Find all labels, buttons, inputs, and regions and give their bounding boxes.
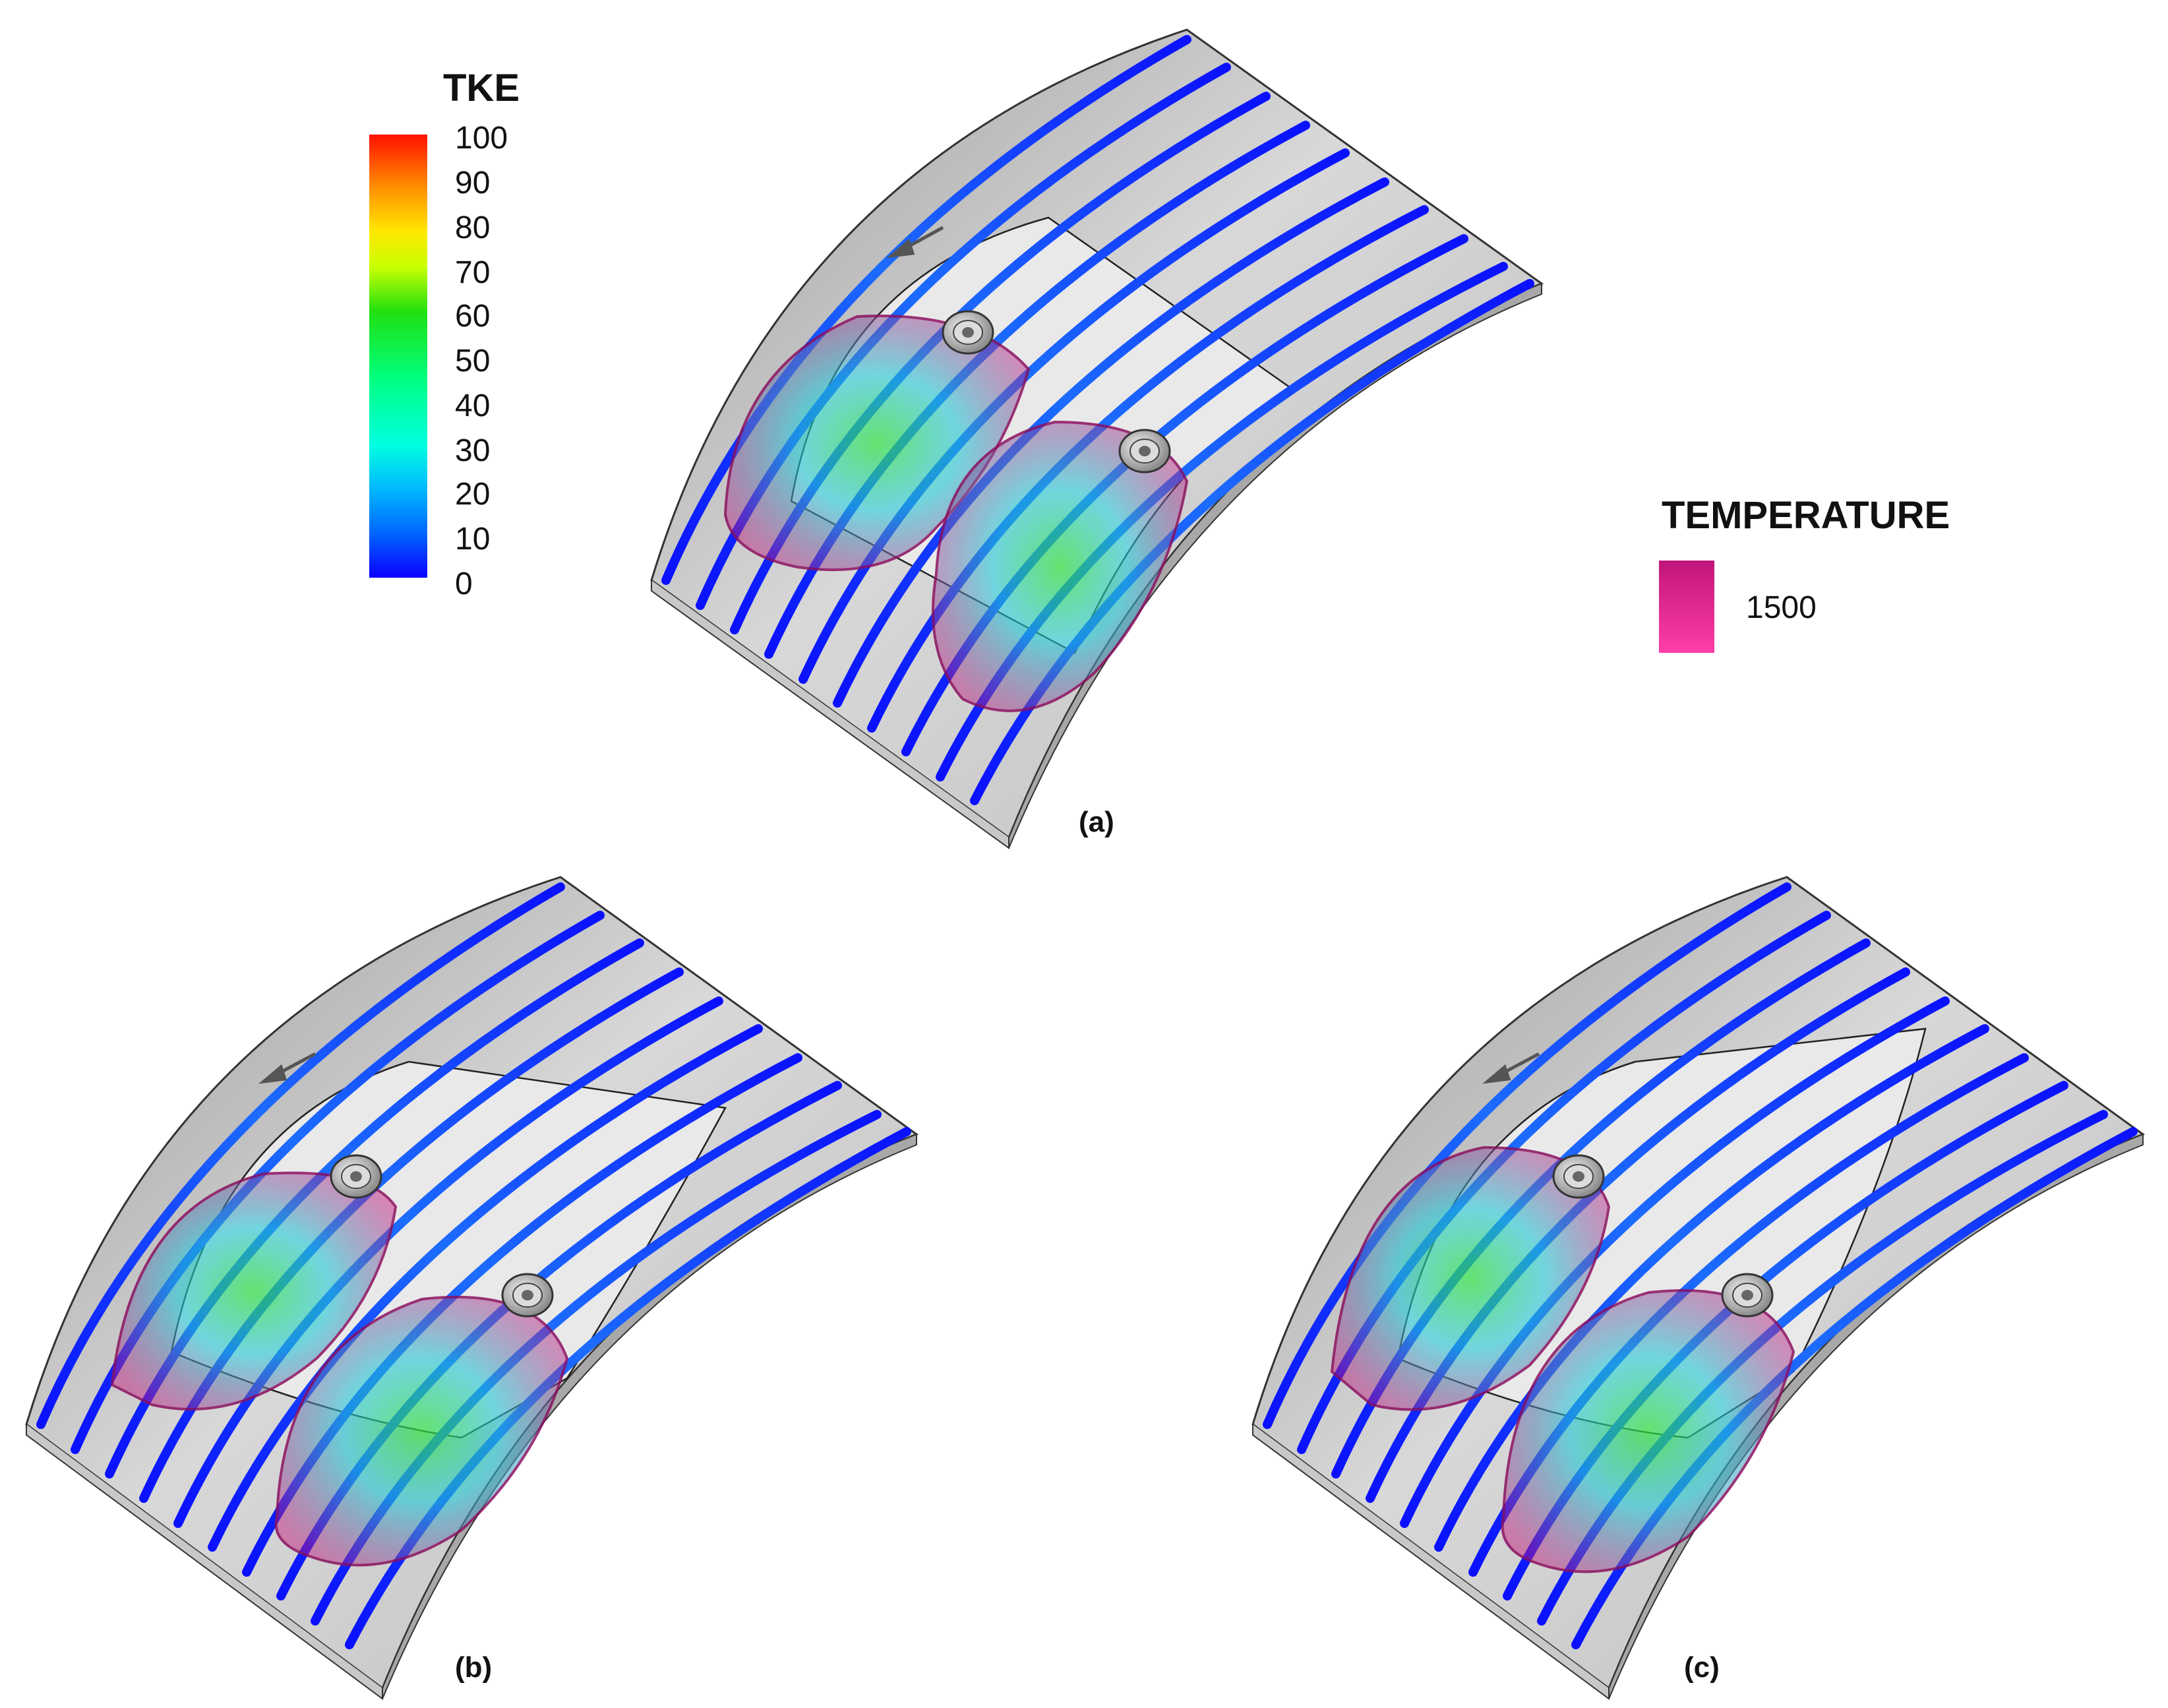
panel-a (650, 28, 1544, 849)
temperature-legend-title: TEMPERATURE (1662, 494, 1950, 537)
flow-direction-arrow (258, 1052, 316, 1084)
nozzle (942, 310, 994, 355)
temperature-swatch (1659, 561, 1714, 653)
plume-right (932, 420, 1189, 712)
tke-colorbar (369, 135, 427, 578)
tke-tick-label: 0 (455, 566, 473, 601)
plume-left (110, 1171, 398, 1411)
nozzle (1118, 429, 1171, 473)
nozzle (501, 1273, 554, 1318)
tke-tick-label: 40 (455, 388, 491, 423)
panel-b (25, 876, 919, 1700)
tke-legend-title: TKE (443, 67, 520, 109)
plume-right (274, 1295, 569, 1567)
tke-tick-label: 20 (455, 477, 491, 512)
tke-tick-label: 80 (455, 210, 491, 245)
temperature-value: 1500 (1746, 590, 1817, 625)
nozzle (1552, 1154, 1605, 1199)
panel-label-a: (a) (1079, 806, 1114, 838)
tke-tick-label: 60 (455, 299, 491, 334)
panel-label-c: (c) (1684, 1651, 1720, 1684)
panel-label-b: (b) (455, 1651, 493, 1684)
tke-tick-label: 10 (455, 522, 491, 557)
panel-c (1251, 876, 2146, 1700)
flow-direction-arrow (886, 226, 944, 259)
tke-tick-label: 100 (455, 121, 508, 156)
nozzle (330, 1154, 382, 1199)
plume-right (1501, 1289, 1795, 1573)
tke-tick-label: 90 (455, 166, 491, 200)
tke-tick-label: 30 (455, 433, 491, 468)
nozzle (1721, 1273, 1774, 1318)
plume-left (1330, 1145, 1611, 1411)
tke-tick-label: 70 (455, 255, 491, 290)
tke-tick-label: 50 (455, 344, 491, 379)
flow-direction-arrow (1482, 1052, 1540, 1084)
